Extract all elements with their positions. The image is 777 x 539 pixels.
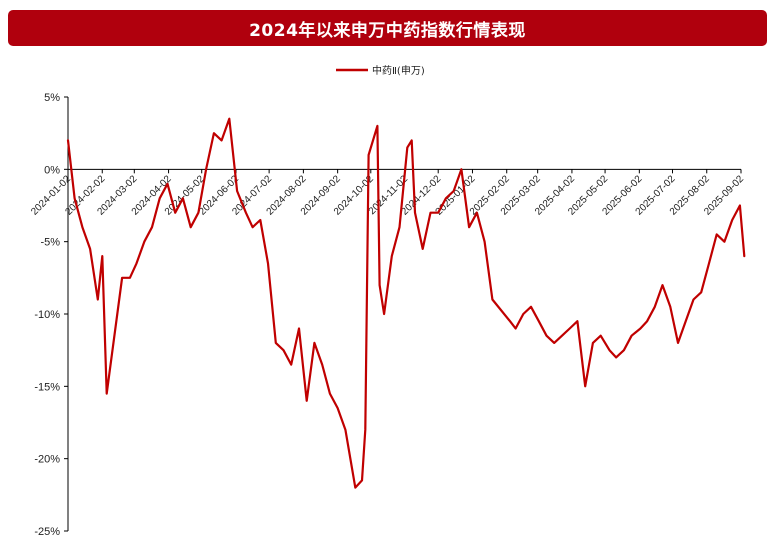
y-tick-label: 5% (44, 92, 60, 104)
legend-label: 中药Ⅱ(申万) (372, 64, 425, 77)
y-tick-label: -5% (40, 237, 60, 249)
y-tick-label: 0% (44, 164, 60, 176)
chart-title: 2024年以来申万中药指数行情表现 (249, 20, 526, 41)
y-tick-label: -10% (34, 309, 60, 321)
legend: 中药Ⅱ(申万) (336, 64, 425, 77)
y-tick-label: -20% (34, 454, 60, 466)
x-axis-ticks: 2024-01-022024-02-022024-03-022024-04-02… (29, 169, 746, 218)
series-group (66, 117, 746, 489)
series-line (66, 117, 746, 489)
y-axis-ticks: 5% 0% -5% -10% -15% -20% -25% (34, 92, 68, 538)
chart-title-bar: 2024年以来申万中药指数行情表现 (8, 10, 767, 46)
axes (67, 97, 741, 531)
y-tick-label: -25% (34, 526, 60, 538)
y-tick-label: -15% (34, 381, 60, 393)
